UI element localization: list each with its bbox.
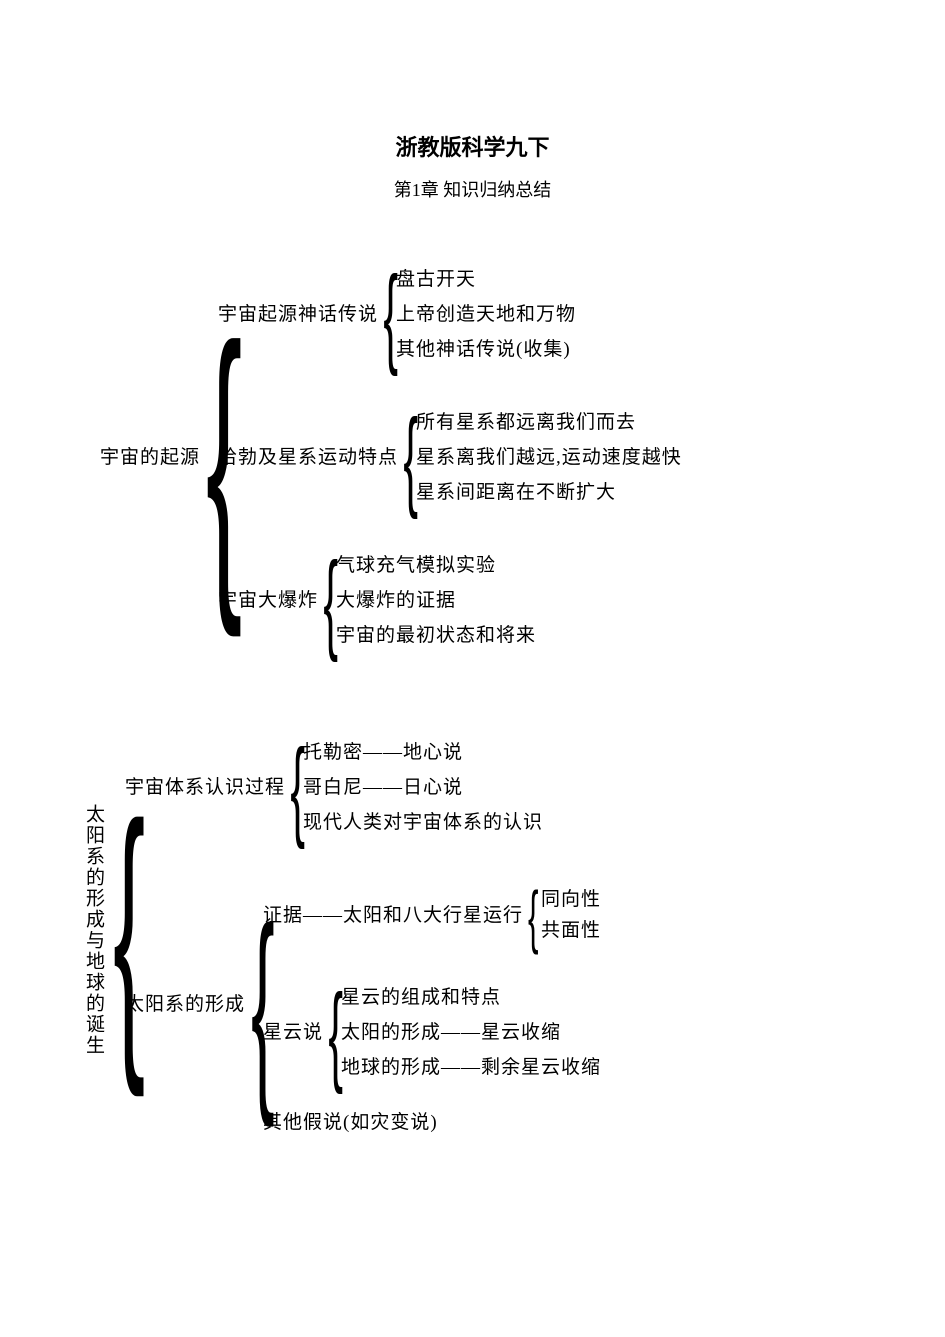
brace-icon: { — [328, 970, 335, 1097]
tree-universe-origin: 宇宙的起源 { 宇宙起源神话传说 { 盘古开天 上帝创造天地和万物 其他神话传说… — [100, 252, 945, 665]
branch-label: 哈勃及星系运动特点 — [218, 447, 398, 470]
branch-label: 宇宙体系认识过程 — [125, 777, 285, 800]
leaf-text: 共面性 — [541, 919, 601, 944]
leaf-text: 太阳的形成——星云收缩 — [341, 1021, 601, 1046]
root-label-vertical: 太阳系的形成与地球的诞生 — [80, 804, 107, 1056]
header: 浙教版科学九下 第1章 知识归纳总结 — [0, 130, 945, 202]
brace-icon: { — [403, 395, 410, 522]
brace-icon: { — [528, 876, 536, 956]
brace-icon: { — [383, 252, 390, 379]
leaf-text: 气球充气模拟实验 — [336, 554, 536, 579]
page-title: 浙教版科学九下 — [0, 130, 945, 162]
tree-solar-system: 太阳系的形成与地球的诞生 { 宇宙体系认识过程 { 托勒密——地心说 哥白尼——… — [80, 725, 945, 1136]
leaf-text: 宇宙的最初状态和将来 — [336, 624, 536, 649]
leaf-text: 上帝创造天地和万物 — [396, 303, 576, 328]
leaf-text: 星系离我们越远,运动速度越快 — [416, 446, 682, 471]
brace-icon: { — [113, 757, 119, 1103]
leaf-text: 大爆炸的证据 — [336, 589, 536, 614]
leaf-text: 其他假说(如灾变说) — [263, 1111, 601, 1136]
leaf-text: 托勒密——地心说 — [303, 741, 543, 766]
leaf-text: 所有星系都远离我们而去 — [416, 411, 682, 436]
leaf-text: 哥白尼——日心说 — [303, 776, 543, 801]
leaf-text: 星云的组成和特点 — [341, 986, 601, 1011]
leaf-text: 同向性 — [541, 888, 601, 913]
leaf-text: 盘古开天 — [396, 268, 576, 293]
page-subtitle: 第1章 知识归纳总结 — [0, 176, 945, 202]
leaf-text: 星系间距离在不断扩大 — [416, 481, 682, 506]
leaf-text: 地球的形成——剩余星云收缩 — [341, 1056, 601, 1081]
brace-icon: { — [206, 275, 212, 643]
brace-icon: { — [251, 879, 257, 1132]
root-label: 宇宙的起源 — [100, 447, 200, 470]
sub-branch-label: 证据——太阳和八大行星运行 — [263, 905, 523, 928]
leaf-text: 现代人类对宇宙体系的认识 — [303, 811, 543, 836]
leaf-text: 其他神话传说(收集) — [396, 338, 576, 363]
brace-icon: { — [323, 538, 330, 665]
brace-icon: { — [290, 725, 297, 852]
